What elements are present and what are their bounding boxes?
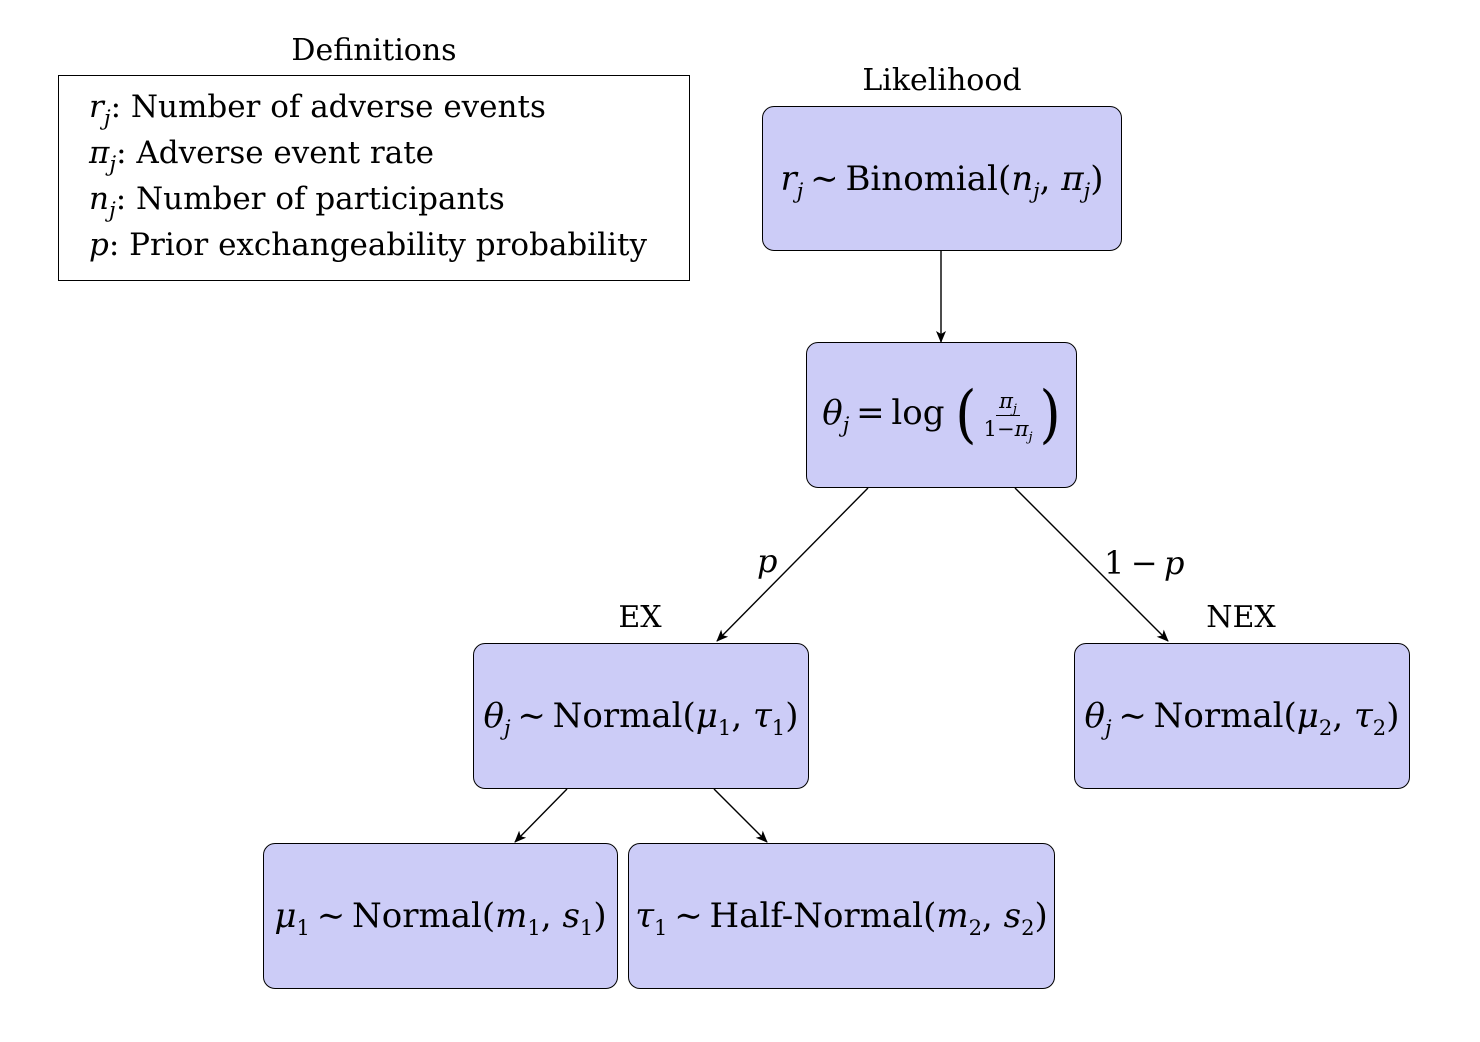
distribution-name: Normal bbox=[552, 696, 683, 736]
definitions-title: Definitions bbox=[291, 33, 457, 68]
fraction: πj 1−πj bbox=[981, 390, 1036, 445]
definition-subscript: j bbox=[109, 152, 117, 178]
param-b: π bbox=[1061, 158, 1084, 199]
edge-label-var: p bbox=[1163, 544, 1185, 582]
tau-prior-node: τ1 ∼ Half-Normal(m2, s2) bbox=[628, 843, 1055, 989]
param-b-sub: j bbox=[1083, 177, 1091, 203]
param-b: s bbox=[562, 896, 580, 936]
definition-symbol: p bbox=[89, 227, 109, 263]
edge-logit-to-nex bbox=[1014, 487, 1169, 642]
definition-symbol: π bbox=[89, 135, 110, 171]
param-b-sub: 1 bbox=[579, 915, 594, 940]
left-paren: ( bbox=[955, 377, 977, 451]
ex-node: θj ∼ Normal(μ1, τ1) bbox=[473, 643, 809, 789]
lhs-var: θ bbox=[822, 393, 843, 433]
fraction-denominator: 1−πj bbox=[983, 415, 1033, 445]
distribution-name: Half-Normal bbox=[709, 896, 924, 936]
nex-caption: NEX bbox=[1206, 600, 1276, 635]
definition-row: πj: Adverse event rate bbox=[89, 135, 435, 177]
nex-node: θj ∼ Normal(μ2, τ2) bbox=[1074, 643, 1410, 789]
edge-label-minus: − bbox=[1130, 544, 1158, 582]
right-paren: ) bbox=[1039, 377, 1061, 451]
param-a: m bbox=[936, 896, 969, 936]
definition-row: nj: Number of participants bbox=[89, 181, 505, 223]
param-b: s bbox=[1003, 896, 1022, 936]
edge-label-p: p bbox=[757, 542, 778, 580]
param-b: τ bbox=[752, 696, 772, 736]
param-a-sub: j bbox=[1033, 177, 1040, 203]
definition-subscript: j bbox=[103, 106, 111, 132]
param-a-sub: 2 bbox=[1318, 715, 1333, 740]
lhs-var: θ bbox=[483, 696, 505, 736]
param-b-sub: 2 bbox=[1021, 915, 1035, 940]
edge-ex-to-tau bbox=[713, 788, 768, 843]
param-a: μ bbox=[695, 696, 718, 736]
lhs-sub: j bbox=[1105, 715, 1112, 740]
lhs-sub: j bbox=[504, 715, 511, 740]
definition-symbol: n bbox=[89, 181, 109, 217]
likelihood-node: rj ∼ Binomial(nj, πj) bbox=[762, 106, 1122, 251]
relation-op: ∼ bbox=[1118, 696, 1147, 736]
param-b: τ bbox=[1353, 696, 1373, 736]
mu-prior-node: μ1 ∼ Normal(m1, s1) bbox=[263, 843, 618, 989]
lhs-sub: 1 bbox=[296, 915, 310, 940]
fraction-numerator: πj bbox=[996, 390, 1020, 416]
lhs-sub: j bbox=[796, 177, 804, 203]
param-a: μ bbox=[1296, 696, 1319, 736]
definition-row: rj: Number of adverse events bbox=[89, 89, 546, 131]
lhs-var: r bbox=[780, 158, 797, 199]
definition-text: : Number of adverse events bbox=[110, 89, 546, 125]
param-b-sub: 1 bbox=[771, 715, 786, 740]
lhs-sub: j bbox=[842, 412, 850, 437]
relation-op: = bbox=[856, 393, 885, 433]
relation-op: ∼ bbox=[517, 696, 546, 736]
edge-ex-to-mu bbox=[514, 788, 568, 843]
param-a: m bbox=[495, 896, 528, 936]
lhs-var: τ bbox=[635, 896, 655, 936]
edge-logit-to-ex bbox=[716, 487, 869, 642]
param-a: n bbox=[1011, 158, 1034, 199]
edge-label-one-minus-p: 1− p bbox=[1104, 544, 1184, 582]
relation-op: ∼ bbox=[810, 158, 839, 199]
distribution-name: Normal bbox=[352, 896, 482, 936]
likelihood-caption: Likelihood bbox=[862, 63, 1022, 98]
definition-text: : Adverse event rate bbox=[116, 135, 435, 171]
lhs-var: μ bbox=[274, 896, 297, 936]
function-name: log bbox=[891, 393, 945, 433]
distribution-name: Binomial bbox=[845, 158, 998, 199]
logit-node: θj = log (πj 1−πj) bbox=[806, 342, 1077, 488]
relation-op: ∼ bbox=[674, 896, 703, 936]
definition-text: : Number of participants bbox=[115, 181, 505, 217]
param-a-sub: 1 bbox=[527, 915, 541, 940]
param-a-sub: 1 bbox=[717, 715, 732, 740]
lhs-var: θ bbox=[1084, 696, 1106, 736]
distribution-name: Normal bbox=[1153, 696, 1284, 736]
definition-subscript: j bbox=[108, 198, 116, 224]
relation-op: ∼ bbox=[316, 896, 346, 936]
definition-symbol: r bbox=[89, 89, 104, 125]
ex-caption: EX bbox=[618, 600, 662, 635]
definition-row: p: Prior exchangeability probability bbox=[89, 227, 647, 263]
edge-label-one: 1 bbox=[1104, 544, 1125, 582]
param-b-sub: 2 bbox=[1372, 715, 1387, 740]
lhs-sub: 1 bbox=[654, 915, 668, 940]
definition-text: : Prior exchangeability probability bbox=[108, 227, 647, 263]
param-a-sub: 2 bbox=[968, 915, 982, 940]
definitions-box: rj: Number of adverse events πj: Adverse… bbox=[58, 75, 690, 281]
